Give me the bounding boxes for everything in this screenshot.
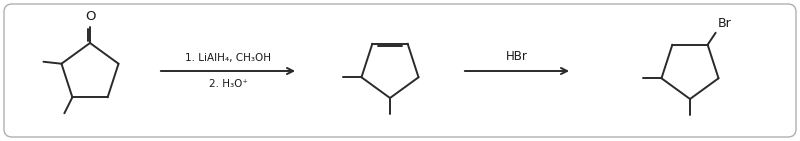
Text: 2. H₃O⁺: 2. H₃O⁺	[209, 79, 247, 89]
FancyBboxPatch shape	[4, 4, 796, 137]
Text: O: O	[86, 10, 96, 23]
Text: 1. LiAlH₄, CH₃OH: 1. LiAlH₄, CH₃OH	[185, 53, 271, 63]
Text: Br: Br	[718, 17, 731, 30]
Text: HBr: HBr	[506, 50, 528, 63]
